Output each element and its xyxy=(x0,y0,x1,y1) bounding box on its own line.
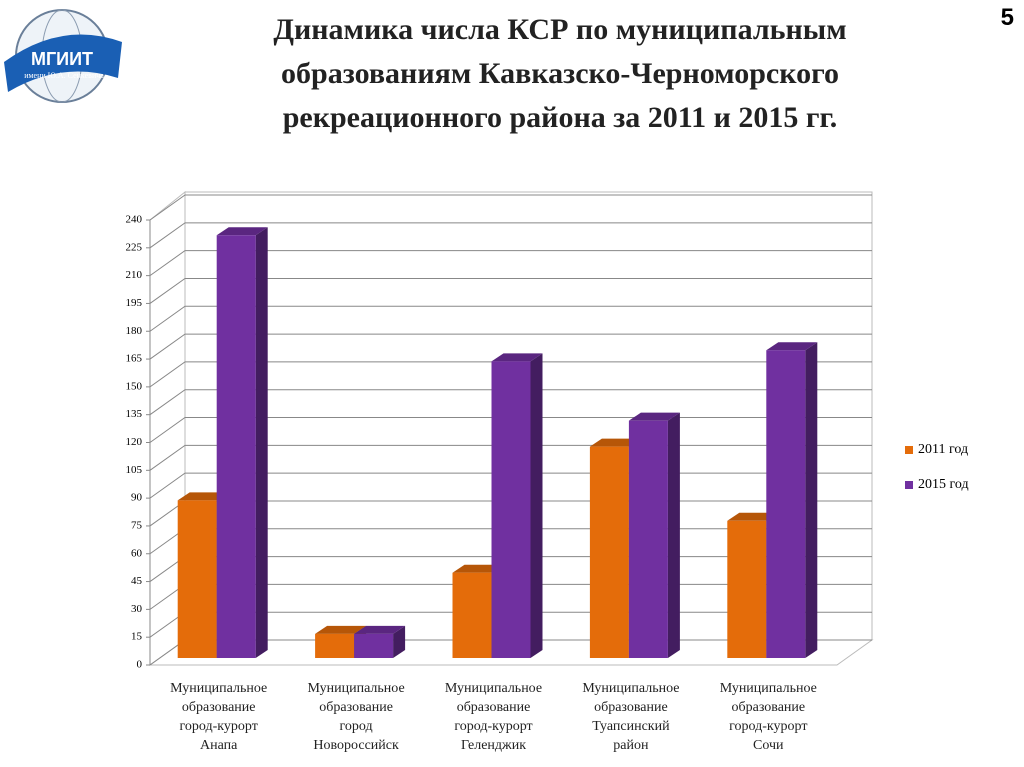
x-tick-label: Муниципальное образование город Новоросс… xyxy=(307,681,405,753)
bar xyxy=(766,350,806,658)
x-tick-label: Муниципальное образование город-курорт А… xyxy=(170,681,268,753)
y-tick-label: 90 xyxy=(131,492,143,504)
x-tick-label: Муниципальное образование город-курорт Г… xyxy=(444,681,543,753)
y-tick-label: 0 xyxy=(137,659,143,671)
y-tick-label: 225 xyxy=(126,241,143,253)
grid-line xyxy=(149,250,872,277)
logo: МГИИТ имени Ю.А. Сенкевича xyxy=(4,9,122,103)
bar-top xyxy=(315,625,367,634)
bar-top xyxy=(452,564,504,573)
bar xyxy=(315,633,355,658)
grid-line xyxy=(149,333,872,360)
bar xyxy=(727,520,767,658)
bar xyxy=(354,633,394,658)
bar-top xyxy=(216,227,268,236)
logo-subtitle: имени Ю.А. Сенкевича xyxy=(24,71,104,80)
grid-line xyxy=(149,277,872,304)
grid-line xyxy=(149,305,872,332)
bar-top xyxy=(589,438,641,447)
bar xyxy=(589,446,629,658)
bar-side xyxy=(667,412,680,658)
bar xyxy=(216,235,256,658)
legend-label: 2015 год xyxy=(918,477,969,492)
y-tick-label: 60 xyxy=(131,547,143,559)
bar-top xyxy=(727,512,779,521)
y-tick-label: 165 xyxy=(126,353,143,365)
y-tick-label: 150 xyxy=(126,380,143,392)
y-tick-label: 75 xyxy=(131,519,143,531)
y-tick-label: 240 xyxy=(126,214,143,226)
bar-top xyxy=(177,492,229,501)
bar-side xyxy=(530,353,543,658)
legend-marker xyxy=(905,446,913,454)
bar-side xyxy=(255,227,268,658)
logo-name: МГИИТ xyxy=(31,49,93,69)
bar-top xyxy=(354,625,406,634)
grid-line xyxy=(149,222,872,249)
legend-label: 2011 год xyxy=(918,442,968,457)
y-tick-label: 120 xyxy=(126,436,143,448)
y-tick-label: 210 xyxy=(126,269,143,281)
grid-line xyxy=(149,389,872,416)
chart-title: Динамика числа КСР по муниципальным обра… xyxy=(273,13,847,134)
bar xyxy=(628,420,668,658)
y-tick-label: 195 xyxy=(126,297,143,309)
y-tick-label: 45 xyxy=(131,575,143,587)
grid-line xyxy=(149,361,872,388)
bar-side xyxy=(805,342,818,658)
legend-marker xyxy=(905,481,913,489)
bar-top xyxy=(628,412,680,421)
bar-top xyxy=(766,342,818,351)
y-tick-label: 135 xyxy=(126,408,143,420)
x-tick-label: Муниципальное образование город-курорт С… xyxy=(719,681,817,753)
bar xyxy=(177,500,217,658)
y-tick-label: 105 xyxy=(126,464,143,476)
bar xyxy=(452,572,492,658)
x-tick-label: Муниципальное образование Туапсинский ра… xyxy=(582,681,680,753)
bar xyxy=(491,361,531,658)
y-tick-label: 15 xyxy=(131,631,143,643)
y-tick-label: 30 xyxy=(131,603,143,615)
slide-number: 5 xyxy=(1000,4,1014,31)
bar-top xyxy=(491,353,543,362)
grid-line xyxy=(149,194,872,221)
bar-side xyxy=(393,625,406,658)
y-tick-label: 180 xyxy=(126,325,143,337)
